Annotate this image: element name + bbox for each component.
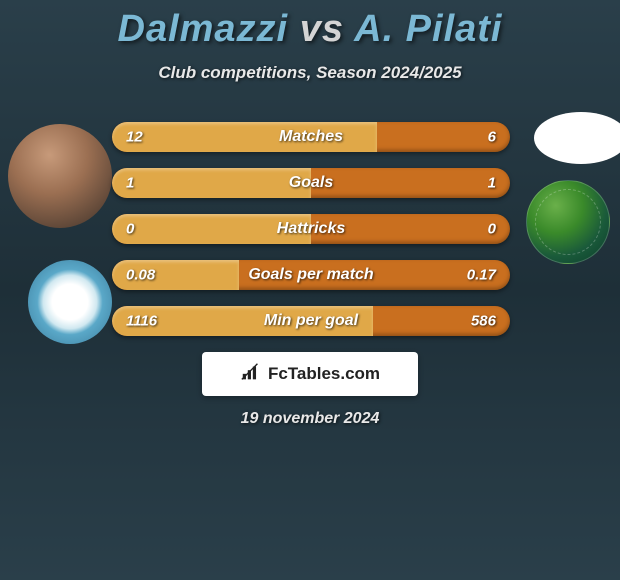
stat-right-value: 1 [488, 175, 496, 192]
stat-bar: 12 Matches 6 [112, 122, 510, 152]
fctables-brand[interactable]: FcTables.com [202, 352, 418, 396]
vs-separator: vs [300, 8, 344, 50]
player1-name: Dalmazzi [118, 8, 289, 50]
stats-bars: 12 Matches 6 1 Goals 1 0 Hattricks 0 0.0… [112, 122, 510, 352]
bar-chart-icon [240, 361, 262, 388]
player2-name: A. Pilati [354, 8, 502, 50]
stat-left-value: 0.08 [126, 267, 155, 284]
stat-label: Goals [289, 174, 333, 192]
stat-left-value: 1116 [126, 313, 157, 330]
comparison-date: 19 november 2024 [241, 410, 380, 428]
stat-right-value: 0 [488, 221, 496, 238]
stat-right-value: 586 [471, 313, 496, 330]
stat-left-value: 0 [126, 221, 134, 238]
player2-avatar [534, 112, 620, 164]
player1-club-badge [28, 260, 112, 344]
stat-bar-fill [112, 168, 311, 198]
stat-right-value: 0.17 [467, 267, 496, 284]
brand-label: FcTables.com [268, 364, 380, 384]
comparison-title: Dalmazzi vs A. Pilati [0, 0, 620, 51]
stat-left-value: 1 [126, 175, 134, 192]
stat-label: Min per goal [264, 312, 358, 330]
stat-label: Matches [279, 128, 343, 146]
stat-left-value: 12 [126, 129, 143, 146]
stat-bar: 0.08 Goals per match 0.17 [112, 260, 510, 290]
stat-bar: 1 Goals 1 [112, 168, 510, 198]
season-subtitle: Club competitions, Season 2024/2025 [0, 63, 620, 83]
stat-right-value: 6 [488, 129, 496, 146]
player1-avatar [8, 124, 112, 228]
stat-bar: 1116 Min per goal 586 [112, 306, 510, 336]
stat-label: Goals per match [248, 266, 373, 284]
stat-label: Hattricks [277, 220, 345, 238]
player2-club-badge [526, 180, 610, 264]
stat-bar: 0 Hattricks 0 [112, 214, 510, 244]
